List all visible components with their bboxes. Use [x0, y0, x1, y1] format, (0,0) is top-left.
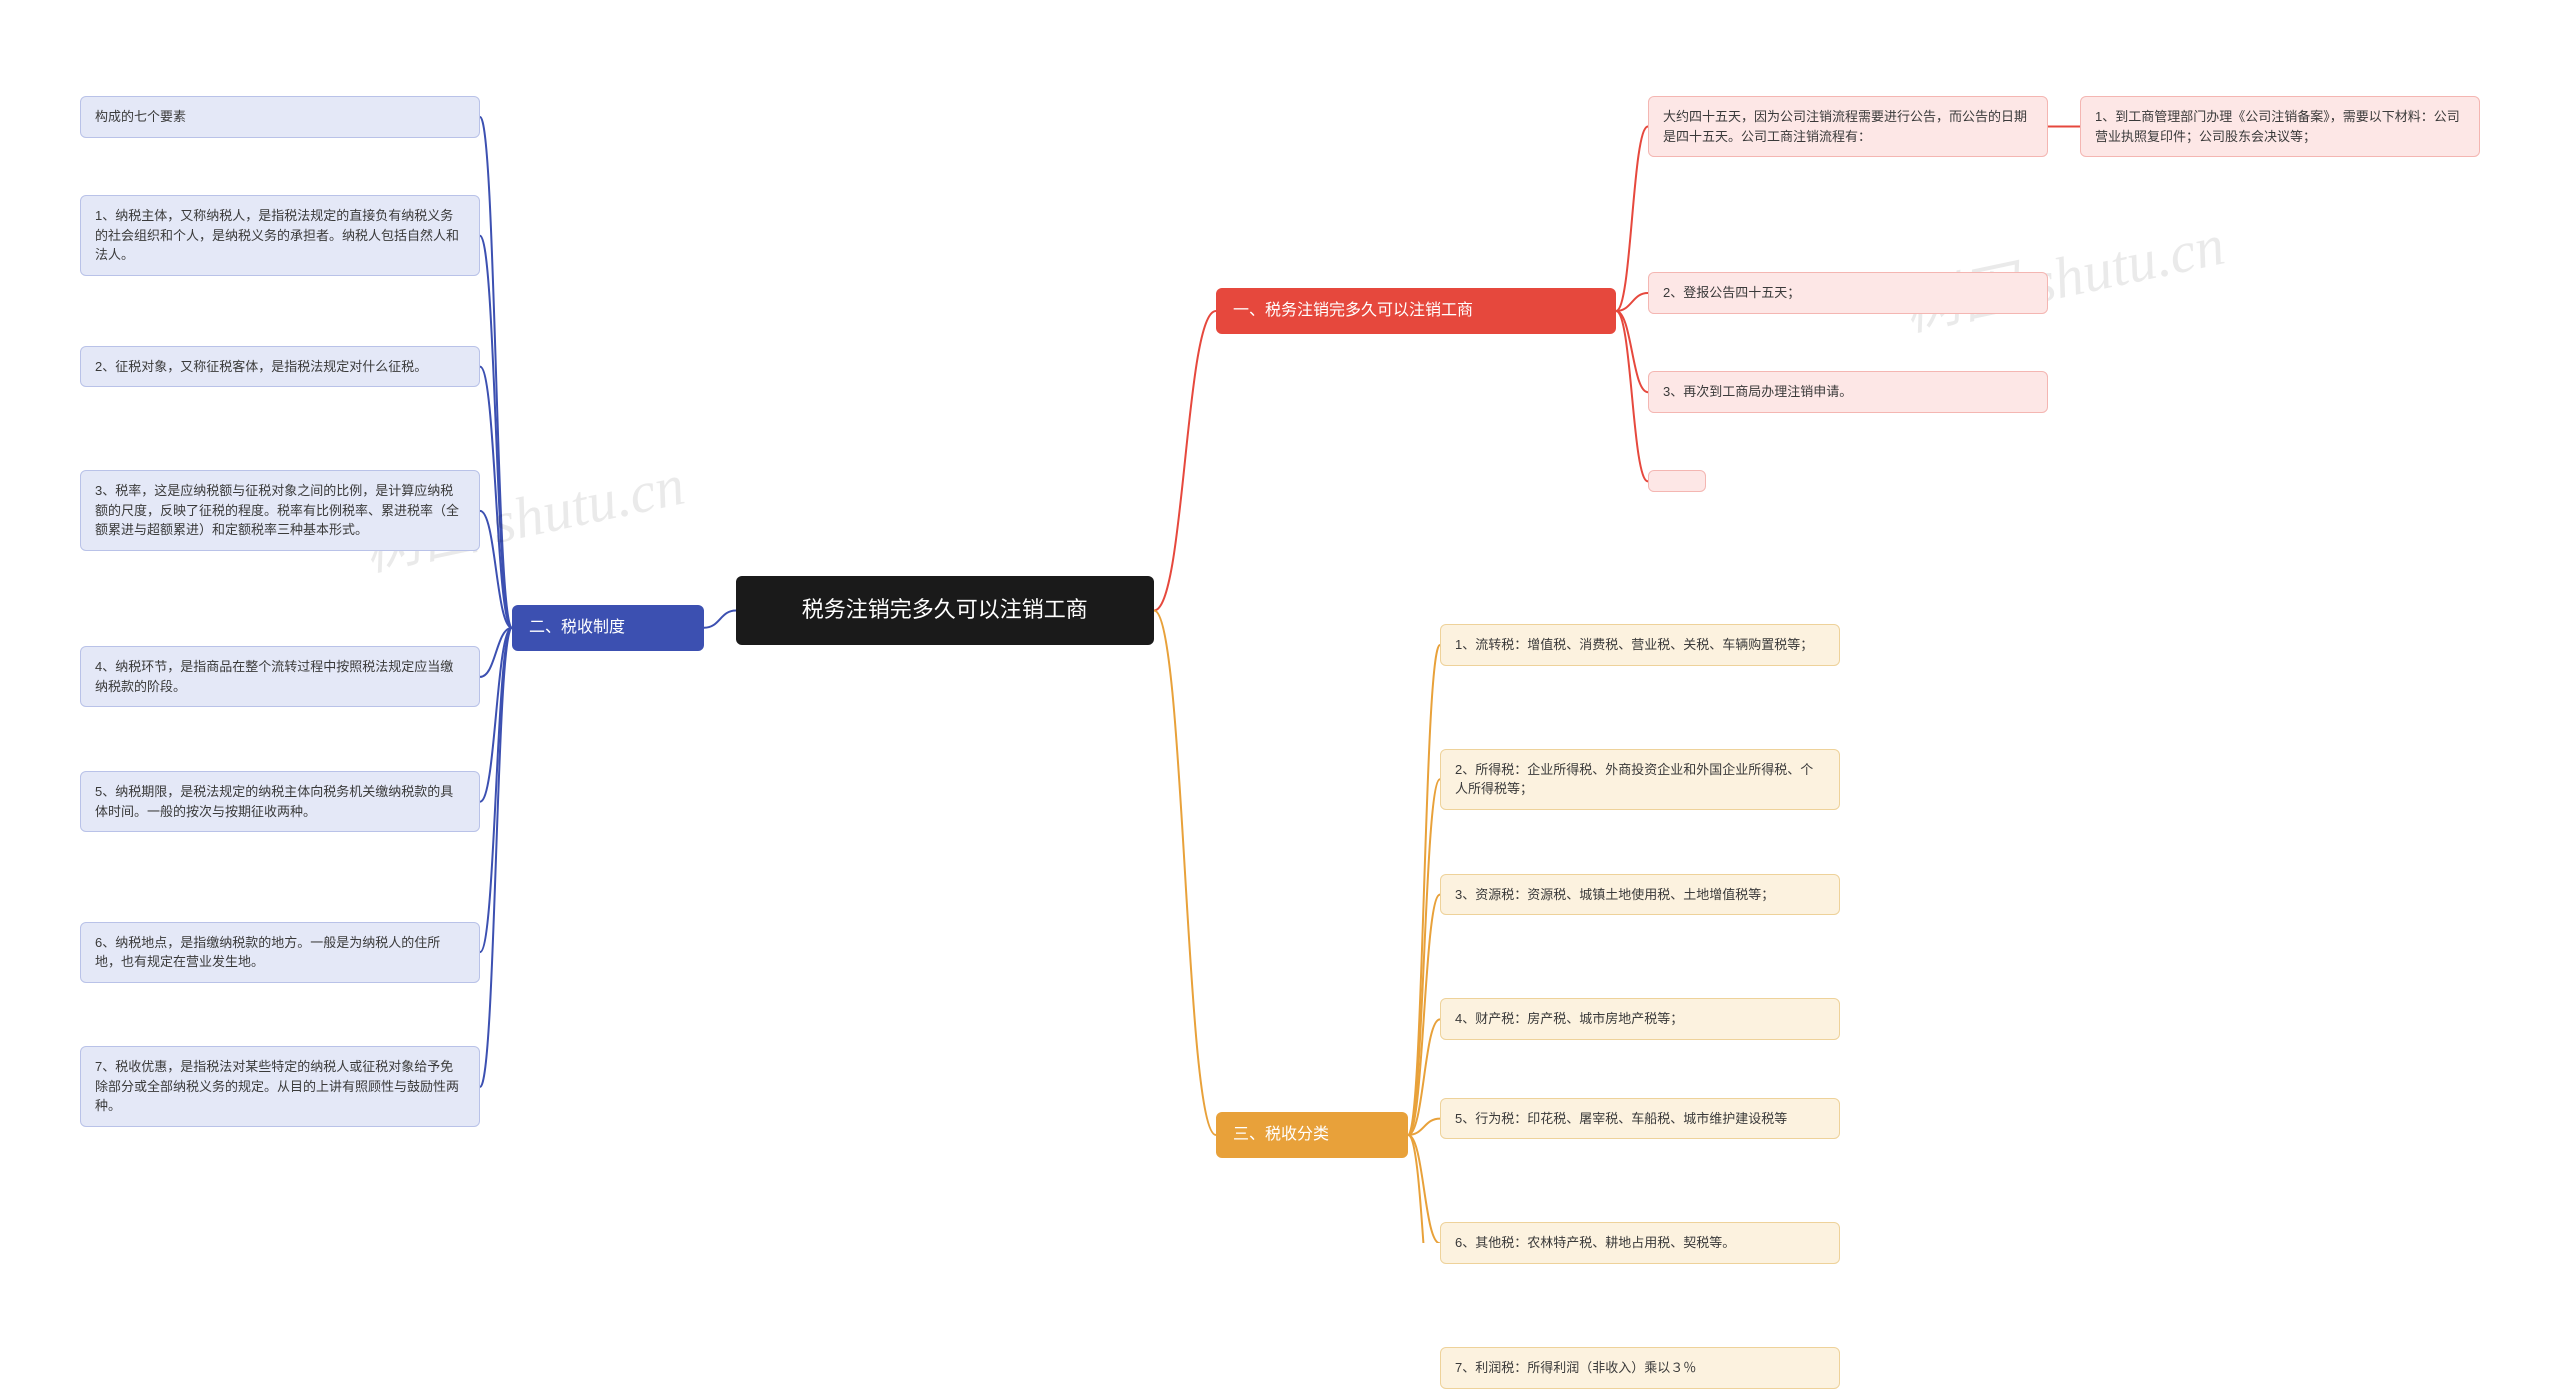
b3-leaf-7: 7、利润税：所得利润（非收入）乘以３％	[1440, 1347, 1840, 1389]
b2-leaf-1: 构成的七个要素	[80, 96, 480, 138]
root-node: 税务注销完多久可以注销工商	[736, 576, 1154, 645]
b3-leaf-1: 1、流转税：增值税、消费税、营业税、关税、车辆购置税等；	[1440, 624, 1840, 666]
b2-leaf-3: 2、征税对象，又称征税客体，是指税法规定对什么征税。	[80, 346, 480, 388]
branch-3: 三、税收分类	[1216, 1112, 1408, 1158]
b1-leaf-1: 大约四十五天，因为公司注销流程需要进行公告，而公告的日期是四十五天。公司工商注销…	[1648, 96, 2048, 157]
b3-leaf-3: 3、资源税：资源税、城镇土地使用税、土地增值税等；	[1440, 874, 1840, 916]
b2-leaf-4: 3、税率，这是应纳税额与征税对象之间的比例，是计算应纳税额的尺度，反映了征税的程…	[80, 470, 480, 551]
b1-leaf-3: 3、再次到工商局办理注销申请。	[1648, 371, 2048, 413]
b2-leaf-2: 1、纳税主体，又称纳税人，是指税法规定的直接负有纳税义务的社会组织和个人，是纳税…	[80, 195, 480, 276]
b3-leaf-5: 5、行为税：印花税、屠宰税、车船税、城市维护建设税等	[1440, 1098, 1840, 1140]
b3-leaf-6: 6、其他税：农林特产税、耕地占用税、契税等。	[1440, 1222, 1840, 1264]
b3-leaf-4: 4、财产税：房产税、城市房地产税等；	[1440, 998, 1840, 1040]
b1-leaf-4	[1648, 470, 1706, 492]
b1-leaf-1-child: 1、到工商管理部门办理《公司注销备案》，需要以下材料：公司营业执照复印件；公司股…	[2080, 96, 2480, 157]
branch-2: 二、税收制度	[512, 605, 704, 651]
branch-1: 一、税务注销完多久可以注销工商	[1216, 288, 1616, 334]
b2-leaf-7: 6、纳税地点，是指缴纳税款的地方。一般是为纳税人的住所地，也有规定在营业发生地。	[80, 922, 480, 983]
b1-leaf-2: 2、登报公告四十五天；	[1648, 272, 2048, 314]
b3-leaf-2: 2、所得税：企业所得税、外商投资企业和外国企业所得税、个人所得税等；	[1440, 749, 1840, 810]
b2-leaf-5: 4、纳税环节，是指商品在整个流转过程中按照税法规定应当缴纳税款的阶段。	[80, 646, 480, 707]
b2-leaf-8: 7、税收优惠，是指税法对某些特定的纳税人或征税对象给予免除部分或全部纳税义务的规…	[80, 1046, 480, 1127]
b2-leaf-6: 5、纳税期限，是税法规定的纳税主体向税务机关缴纳税款的具体时间。一般的按次与按期…	[80, 771, 480, 832]
